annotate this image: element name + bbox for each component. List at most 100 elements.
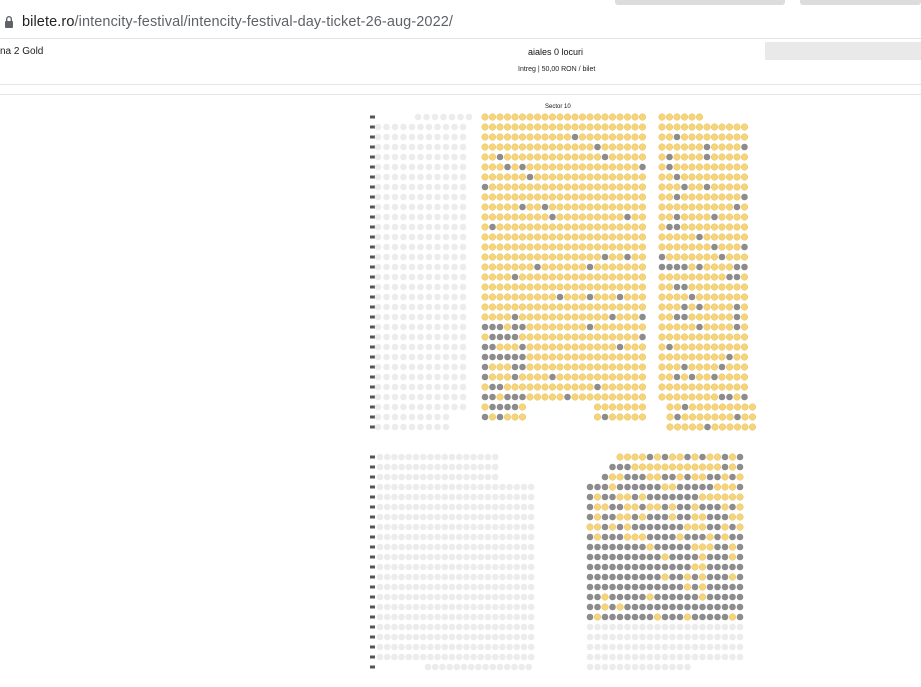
available-seat[interactable] xyxy=(489,273,497,281)
available-seat[interactable] xyxy=(719,423,727,431)
available-seat[interactable] xyxy=(624,203,632,211)
available-seat[interactable] xyxy=(699,463,707,471)
available-seat[interactable] xyxy=(586,123,594,131)
available-seat[interactable] xyxy=(564,143,572,151)
available-seat[interactable] xyxy=(616,513,624,521)
available-seat[interactable] xyxy=(594,323,602,331)
available-seat[interactable] xyxy=(741,403,749,411)
available-seat[interactable] xyxy=(733,173,741,181)
available-seat[interactable] xyxy=(519,283,527,291)
available-seat[interactable] xyxy=(579,153,587,161)
available-seat[interactable] xyxy=(639,113,647,121)
available-seat[interactable] xyxy=(579,143,587,151)
available-seat[interactable] xyxy=(511,243,519,251)
available-seat[interactable] xyxy=(726,253,734,261)
available-seat[interactable] xyxy=(718,353,726,361)
available-seat[interactable] xyxy=(609,363,617,371)
available-seat[interactable] xyxy=(519,243,527,251)
available-seat[interactable] xyxy=(681,243,689,251)
available-seat[interactable] xyxy=(616,213,624,221)
available-seat[interactable] xyxy=(624,273,632,281)
available-seat[interactable] xyxy=(541,193,549,201)
available-seat[interactable] xyxy=(526,373,534,381)
available-seat[interactable] xyxy=(696,423,704,431)
available-seat[interactable] xyxy=(711,223,719,231)
available-seat[interactable] xyxy=(609,393,617,401)
available-seat[interactable] xyxy=(669,503,677,511)
available-seat[interactable] xyxy=(639,233,647,241)
available-seat[interactable] xyxy=(594,253,602,261)
available-seat[interactable] xyxy=(726,233,734,241)
available-seat[interactable] xyxy=(733,353,741,361)
available-seat[interactable] xyxy=(631,283,639,291)
available-seat[interactable] xyxy=(481,263,489,271)
available-seat[interactable] xyxy=(504,263,512,271)
available-seat[interactable] xyxy=(586,273,594,281)
available-seat[interactable] xyxy=(579,383,587,391)
available-seat[interactable] xyxy=(666,373,674,381)
available-seat[interactable] xyxy=(703,333,711,341)
available-seat[interactable] xyxy=(519,113,527,121)
available-seat[interactable] xyxy=(703,303,711,311)
available-seat[interactable] xyxy=(658,393,666,401)
available-seat[interactable] xyxy=(688,303,696,311)
available-seat[interactable] xyxy=(571,203,579,211)
available-seat[interactable] xyxy=(616,253,624,261)
available-seat[interactable] xyxy=(639,213,647,221)
available-seat[interactable] xyxy=(609,233,617,241)
available-seat[interactable] xyxy=(699,493,707,501)
available-seat[interactable] xyxy=(601,593,609,601)
available-seat[interactable] xyxy=(676,533,684,541)
available-seat[interactable] xyxy=(519,183,527,191)
available-seat[interactable] xyxy=(631,533,639,541)
available-seat[interactable] xyxy=(579,343,587,351)
available-seat[interactable] xyxy=(733,333,741,341)
available-seat[interactable] xyxy=(681,343,689,351)
available-seat[interactable] xyxy=(704,403,712,411)
available-seat[interactable] xyxy=(616,453,624,461)
available-seat[interactable] xyxy=(564,133,572,141)
available-seat[interactable] xyxy=(703,223,711,231)
available-seat[interactable] xyxy=(504,193,512,201)
available-seat[interactable] xyxy=(541,373,549,381)
available-seat[interactable] xyxy=(549,343,557,351)
available-seat[interactable] xyxy=(526,123,534,131)
available-seat[interactable] xyxy=(601,213,609,221)
available-seat[interactable] xyxy=(741,383,749,391)
available-seat[interactable] xyxy=(609,213,617,221)
available-seat[interactable] xyxy=(601,293,609,301)
available-seat[interactable] xyxy=(504,293,512,301)
available-seat[interactable] xyxy=(564,313,572,321)
available-seat[interactable] xyxy=(594,113,602,121)
available-seat[interactable] xyxy=(526,233,534,241)
available-seat[interactable] xyxy=(688,163,696,171)
available-seat[interactable] xyxy=(504,383,512,391)
available-seat[interactable] xyxy=(496,183,504,191)
available-seat[interactable] xyxy=(681,323,689,331)
available-seat[interactable] xyxy=(718,343,726,351)
available-seat[interactable] xyxy=(579,313,587,321)
available-seat[interactable] xyxy=(601,403,609,411)
available-seat[interactable] xyxy=(519,173,527,181)
available-seat[interactable] xyxy=(624,493,632,501)
available-seat[interactable] xyxy=(681,143,689,151)
available-seat[interactable] xyxy=(666,403,674,411)
available-seat[interactable] xyxy=(666,293,674,301)
available-seat[interactable] xyxy=(676,453,684,461)
available-seat[interactable] xyxy=(703,123,711,131)
available-seat[interactable] xyxy=(481,143,489,151)
available-seat[interactable] xyxy=(658,153,666,161)
available-seat[interactable] xyxy=(526,223,534,231)
available-seat[interactable] xyxy=(534,133,542,141)
available-seat[interactable] xyxy=(586,173,594,181)
available-seat[interactable] xyxy=(496,123,504,131)
available-seat[interactable] xyxy=(736,513,744,521)
available-seat[interactable] xyxy=(696,313,704,321)
available-seat[interactable] xyxy=(624,383,632,391)
available-seat[interactable] xyxy=(624,153,632,161)
available-seat[interactable] xyxy=(654,503,662,511)
available-seat[interactable] xyxy=(733,133,741,141)
available-seat[interactable] xyxy=(556,113,564,121)
available-seat[interactable] xyxy=(496,163,504,171)
available-seat[interactable] xyxy=(703,233,711,241)
